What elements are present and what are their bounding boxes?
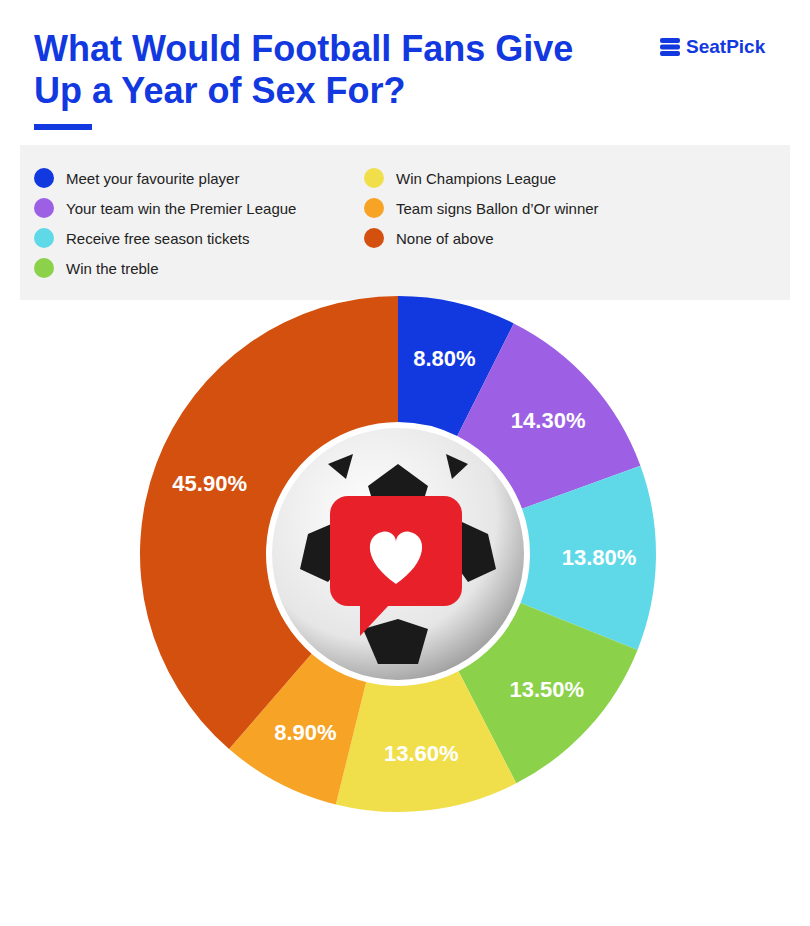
- svg-text:13.80%: 13.80%: [562, 545, 637, 570]
- svg-text:8.90%: 8.90%: [274, 720, 336, 745]
- html-text:Win Champions League: Win Champions League: [396, 169, 557, 187]
- svg-text:8.80%: 8.80%: [413, 346, 475, 371]
- html-text:Team signs Ballon d’Or winner: Team signs Ballon d’Or winner: [396, 199, 599, 217]
- svg-text:45.90%: 45.90%: [172, 471, 247, 496]
- svg-text:13.60%: 13.60%: [384, 741, 459, 766]
- html-text:None of above: None of above: [396, 229, 494, 247]
- svg-text:13.50%: 13.50%: [509, 677, 584, 702]
- html-text:Receive free season tickets: Receive free season tickets: [66, 229, 250, 247]
- html-text:What Would Football Fans Give: What Would Football Fans Give Up a Year …: [34, 28, 574, 111]
- html-text:Win the treble: Win the treble: [66, 259, 159, 277]
- html-text:SeatPick: SeatPick: [686, 36, 766, 57]
- html-text:Meet your favourite player: Meet your favourite player: [66, 169, 240, 187]
- svg-text:14.30%: 14.30%: [511, 408, 586, 433]
- html-text:Your team win the Premier Leag: Your team win the Premier League: [66, 199, 297, 217]
